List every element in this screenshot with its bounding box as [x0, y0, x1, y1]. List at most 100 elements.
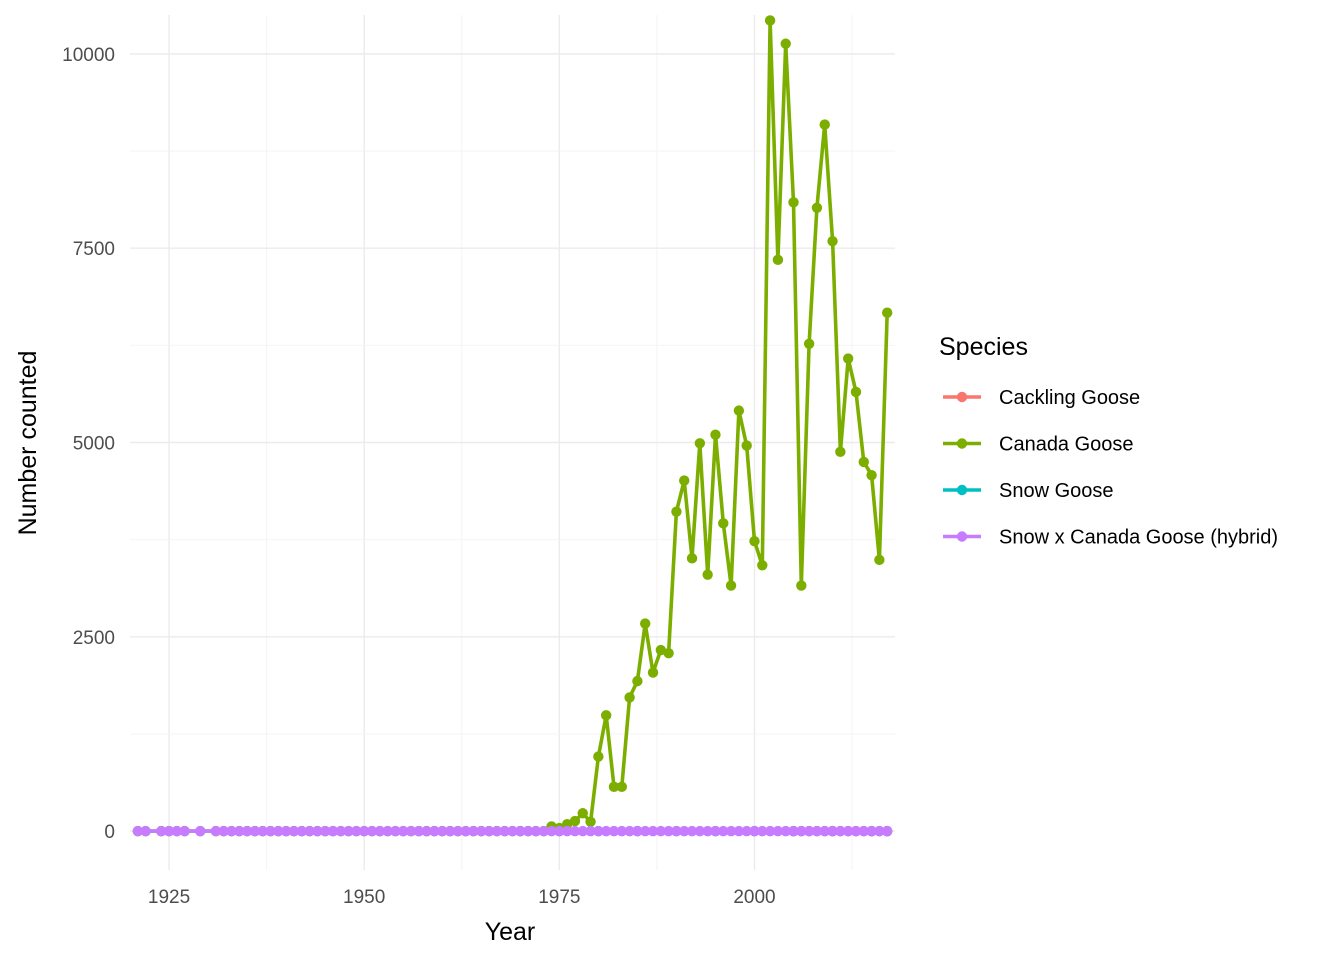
data-point: [398, 825, 409, 837]
data-point: [671, 506, 682, 517]
data-point: [171, 825, 183, 837]
data-point: [624, 825, 635, 837]
data-point: [632, 825, 643, 837]
x-tick-label: 1950: [343, 887, 385, 908]
data-point: [858, 456, 869, 468]
legend-key-point: [956, 531, 968, 542]
data-point: [671, 825, 682, 837]
data-point: [702, 569, 713, 580]
data-point: [749, 536, 760, 547]
data-point: [866, 469, 877, 481]
data-point: [881, 307, 893, 318]
data-point: [850, 825, 862, 837]
data-point: [585, 816, 596, 828]
data-point: [835, 825, 846, 837]
data-point: [280, 825, 292, 837]
data-point: [593, 825, 604, 837]
data-point: [640, 618, 651, 629]
data-point: [881, 825, 893, 837]
data-point: [156, 825, 167, 837]
data-point: [421, 825, 432, 837]
data-point: [655, 825, 667, 837]
data-point: [218, 825, 229, 837]
data-point: [679, 825, 690, 837]
data-point: [718, 825, 729, 837]
data-point: [273, 825, 284, 837]
data-point: [210, 825, 222, 837]
data-point: [593, 751, 604, 762]
data-point: [195, 825, 206, 837]
data-point: [694, 438, 706, 449]
data-point: [561, 825, 573, 837]
legend-item: Snow x Canada Goose (hybrid): [943, 527, 1278, 549]
data-point: [679, 475, 690, 486]
data-point: [179, 825, 190, 837]
data-point: [491, 825, 503, 837]
data-point: [483, 825, 495, 837]
data-point: [796, 825, 807, 837]
y-tick-label: 10000: [62, 45, 115, 66]
legend-items: Cackling Goose Canada Goose Snow Goose Snow…: [943, 387, 1278, 549]
data-point: [546, 825, 557, 837]
data-point: [647, 667, 659, 678]
data-point: [600, 825, 612, 837]
data-point: [358, 825, 370, 837]
data-point: [788, 197, 799, 208]
data-point: [569, 815, 581, 827]
data-point: [343, 825, 354, 837]
data-point: [686, 553, 698, 564]
legend-label: Canada Goose: [999, 434, 1134, 456]
data-point: [624, 692, 635, 703]
data-point: [803, 825, 815, 837]
x-axis-ticks: 1925 1950 1975 2000: [148, 887, 776, 908]
legend-label: Snow Goose: [999, 480, 1114, 502]
data-point: [616, 781, 627, 793]
data-point: [569, 825, 581, 837]
y-axis-title: Number counted: [14, 351, 42, 536]
data-point: [234, 825, 245, 837]
data-point: [686, 825, 698, 837]
data-point: [725, 580, 737, 591]
data-point: [600, 710, 612, 721]
data-point: [413, 825, 425, 837]
data-point: [460, 825, 471, 837]
series-snow-x-canada-goose-hybrid: [132, 825, 893, 837]
legend-label: Cackling Goose: [999, 387, 1140, 409]
data-point: [335, 825, 346, 837]
grid: [130, 15, 895, 870]
data-point: [163, 825, 175, 837]
x-tick-label: 2000: [733, 887, 775, 908]
y-tick-label: 2500: [73, 628, 115, 649]
data-point: [507, 825, 518, 837]
data-point: [811, 825, 823, 837]
data-point: [226, 825, 237, 837]
data-point: [835, 446, 846, 458]
legend-item: Snow Goose: [943, 480, 1114, 502]
data-point: [702, 825, 713, 837]
series-canada-goose: [132, 15, 893, 837]
data-point: [819, 825, 830, 837]
data-point: [710, 825, 721, 837]
x-tick-label: 1975: [538, 887, 580, 908]
data-point: [351, 825, 362, 837]
legend-item: Cackling Goose: [943, 387, 1140, 409]
data-point: [796, 580, 807, 591]
data-point: [764, 15, 776, 26]
data-point: [374, 825, 385, 837]
data-point: [608, 781, 620, 793]
data-point: [757, 560, 768, 571]
data-point: [733, 825, 745, 837]
data-point: [577, 808, 588, 819]
data-point: [842, 825, 854, 837]
data-point: [749, 825, 760, 837]
data-point: [842, 353, 854, 364]
data-point: [140, 825, 151, 837]
data-point: [515, 825, 526, 837]
legend-label: Snow x Canada Goose (hybrid): [999, 527, 1278, 549]
data-point: [577, 825, 588, 837]
data-point: [327, 825, 339, 837]
data-point: [382, 825, 393, 837]
data-point: [257, 825, 268, 837]
data-point: [640, 825, 651, 837]
data-point: [718, 518, 729, 529]
